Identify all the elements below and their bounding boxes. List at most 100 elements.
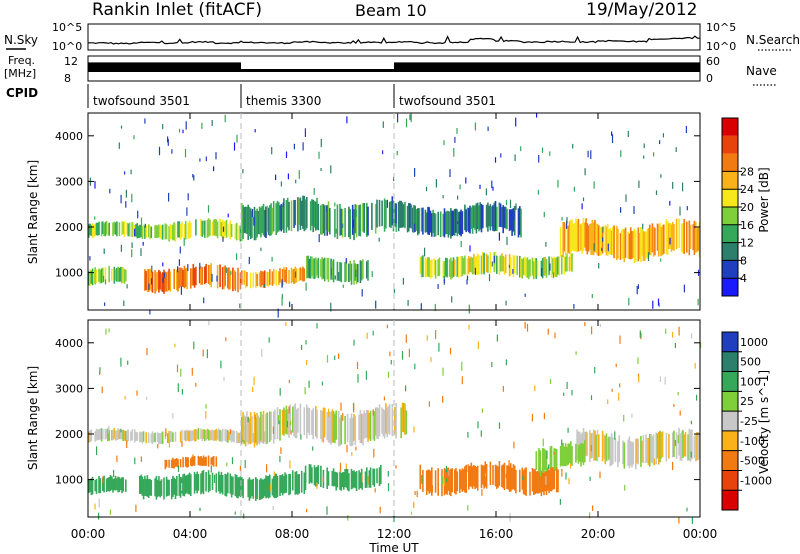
echo-cell bbox=[661, 431, 664, 458]
echo-cell bbox=[156, 271, 159, 290]
echo-cell bbox=[536, 261, 539, 276]
echo-cell bbox=[321, 257, 323, 280]
noise-echo bbox=[437, 284, 439, 290]
cpid-bar: CPID twofsound 3501 themis 3300 twofsound … bbox=[6, 84, 496, 108]
echo-cell bbox=[480, 255, 483, 275]
echo-cell bbox=[210, 263, 212, 288]
noise-echo bbox=[140, 217, 143, 227]
echo-cell bbox=[516, 255, 518, 276]
echo-cell bbox=[615, 225, 618, 261]
echo-cell bbox=[399, 200, 401, 228]
echo-cell bbox=[265, 206, 267, 238]
echo-cell bbox=[224, 221, 226, 236]
noise-echo bbox=[241, 439, 243, 445]
echo-cell bbox=[178, 221, 181, 238]
noise-echo bbox=[289, 421, 292, 426]
echo-cell bbox=[468, 256, 470, 274]
echo-cell bbox=[578, 223, 581, 251]
noise-echo bbox=[524, 321, 526, 329]
noise-echo bbox=[382, 150, 384, 155]
echo-cell bbox=[219, 474, 221, 494]
echo-cell bbox=[127, 429, 130, 441]
echo-cell bbox=[631, 442, 633, 468]
echo-cell bbox=[108, 477, 110, 492]
noise-echo bbox=[126, 284, 128, 289]
echo-cell bbox=[331, 471, 334, 487]
echo-cell bbox=[311, 467, 313, 484]
echo-cell bbox=[682, 223, 684, 254]
echo-cell bbox=[451, 468, 453, 493]
noise-echo bbox=[366, 332, 368, 339]
noise-echo bbox=[531, 414, 533, 422]
echo-cell bbox=[562, 222, 564, 258]
x-tick-label: 08:00 bbox=[275, 527, 310, 541]
noise-echo bbox=[413, 503, 415, 508]
echo-cell bbox=[376, 407, 378, 439]
noise-echo bbox=[620, 207, 622, 213]
echo-cell bbox=[369, 410, 372, 441]
noise-echo bbox=[382, 121, 384, 128]
echo-cell bbox=[119, 478, 122, 491]
echo-cell bbox=[640, 435, 642, 467]
noise-echo bbox=[355, 446, 357, 451]
echo-cell bbox=[88, 479, 90, 493]
echo-cell bbox=[335, 472, 337, 491]
noise-echo bbox=[157, 444, 159, 449]
echo-cell bbox=[265, 475, 267, 499]
echo-cell bbox=[295, 409, 298, 439]
echo-cell bbox=[207, 429, 210, 441]
echo-cell bbox=[623, 442, 626, 469]
noise-echo bbox=[300, 434, 302, 440]
echo-cell bbox=[497, 466, 499, 488]
noise-echo bbox=[414, 363, 416, 370]
echo-cell bbox=[499, 255, 502, 272]
echo-cell bbox=[320, 410, 322, 439]
echo-cell bbox=[447, 467, 450, 491]
noise-echo bbox=[410, 113, 412, 123]
echo-cell bbox=[229, 430, 232, 441]
freq-bar bbox=[215, 62, 241, 72]
echo-cell bbox=[482, 465, 484, 485]
echo-cell bbox=[557, 469, 559, 493]
echo-cell bbox=[400, 200, 402, 228]
freq-tick-top: 12 bbox=[64, 55, 78, 68]
echo-cell bbox=[488, 205, 490, 227]
echo-cell bbox=[293, 405, 295, 437]
echo-cell bbox=[316, 409, 318, 439]
echo-cell bbox=[154, 270, 156, 294]
colorbar-swatch bbox=[722, 391, 738, 412]
echo-cell bbox=[125, 431, 127, 441]
echo-cell bbox=[402, 204, 405, 227]
echo-cell bbox=[186, 267, 188, 290]
echo-cell bbox=[360, 413, 363, 444]
echo-cell bbox=[341, 472, 344, 487]
echo-cell bbox=[320, 259, 322, 277]
echo-cell bbox=[641, 440, 643, 463]
echo-cell bbox=[167, 479, 169, 496]
echo-cell bbox=[147, 432, 150, 444]
echo-cell bbox=[184, 430, 187, 442]
echo-cell bbox=[459, 211, 461, 235]
echo-cell bbox=[617, 228, 619, 259]
noise-echo bbox=[318, 234, 320, 243]
echo-cell bbox=[262, 203, 265, 236]
noise-echo bbox=[213, 474, 216, 483]
echo-cell bbox=[504, 254, 507, 273]
echo-cell bbox=[179, 224, 182, 240]
echo-cell bbox=[256, 273, 258, 287]
echo-cell bbox=[150, 480, 153, 496]
x-tick-label: 16:00 bbox=[479, 527, 514, 541]
echo-cell bbox=[281, 474, 284, 496]
noise-echo bbox=[697, 298, 699, 306]
echo-cell bbox=[553, 448, 555, 470]
echo-cell bbox=[492, 465, 494, 485]
echo-cell bbox=[137, 225, 140, 238]
echo-cell bbox=[253, 411, 256, 448]
echo-cell bbox=[93, 269, 95, 284]
echo-cell bbox=[206, 428, 209, 439]
noise-echo bbox=[435, 179, 437, 188]
noise-echo bbox=[233, 142, 236, 151]
echo-cell bbox=[326, 467, 328, 489]
noise-echo bbox=[642, 223, 644, 230]
echo-cell bbox=[195, 474, 197, 491]
